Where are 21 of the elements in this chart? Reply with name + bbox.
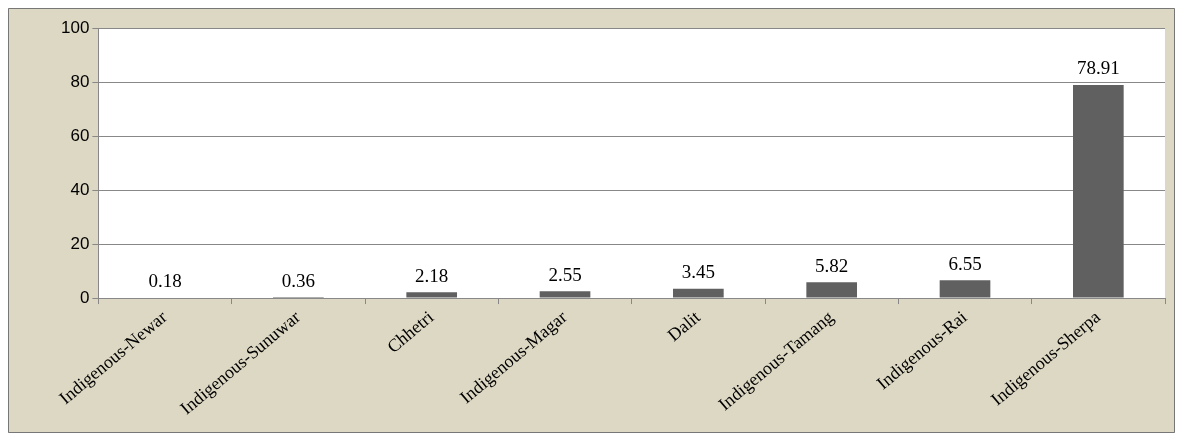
- y-tick-label: 60: [70, 125, 90, 145]
- y-tick-label: 100: [60, 17, 90, 37]
- data-label: 2.18: [415, 264, 449, 286]
- data-label: 2.55: [548, 263, 582, 285]
- bar: [806, 282, 858, 298]
- y-tick-label: 80: [70, 71, 90, 91]
- y-tick-label: 20: [70, 233, 90, 253]
- bar: [539, 291, 591, 298]
- x-tick-label: Dalit: [663, 306, 704, 346]
- data-label: 3.45: [681, 261, 715, 283]
- y-tick-label: 0: [79, 287, 90, 307]
- data-label: 6.55: [948, 252, 982, 274]
- data-label: 5.82: [815, 254, 849, 276]
- y-tick-label: 40: [70, 179, 90, 199]
- data-label: 78.91: [1076, 57, 1120, 79]
- bar: [939, 280, 991, 298]
- bar: [406, 292, 458, 298]
- bar: [1073, 84, 1124, 298]
- bar: [673, 288, 724, 298]
- data-label: 0.36: [281, 269, 315, 291]
- data-label: 0.18: [148, 270, 182, 292]
